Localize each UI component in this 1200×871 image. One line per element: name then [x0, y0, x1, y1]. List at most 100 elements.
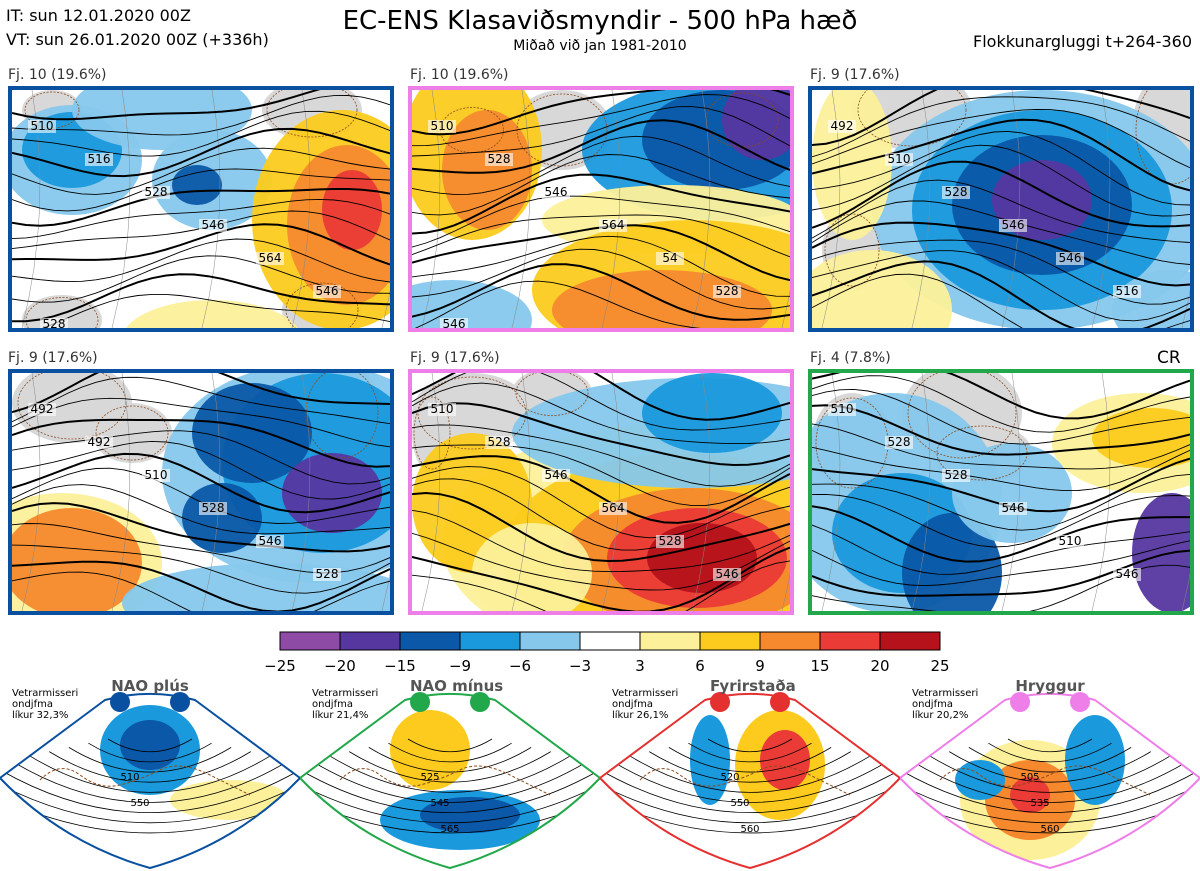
regime-coastline: [939, 765, 1151, 796]
regime-contour: [648, 751, 852, 783]
colorbar-tick-label: −9: [448, 657, 472, 675]
graticule-line: [1181, 573, 1190, 611]
regime-contour: [668, 747, 832, 773]
panel-map-svg: 510 528 546 564 54 528 546: [412, 90, 790, 328]
graticule-line: [1001, 373, 1021, 611]
contour-label: 546: [316, 284, 339, 298]
contour-label: 528: [43, 317, 66, 328]
regime-contour: [309, 759, 591, 803]
height-contour: [412, 248, 790, 310]
height-contour: [812, 273, 1190, 328]
coastline: [266, 90, 358, 138]
contour-label-bg: [256, 535, 284, 548]
contour-label: 546: [545, 185, 568, 199]
height-contour: [12, 147, 390, 195]
colorbar-tick-label: −3: [568, 657, 592, 675]
regime-title: Fyrirstaða: [710, 677, 796, 695]
coastline: [95, 405, 169, 461]
cr-label: CR: [1157, 348, 1181, 368]
regime-contour: [407, 738, 493, 753]
cluster-map-3: 492 510 528 546 546 516: [808, 86, 1194, 332]
colorbar-tick-label: 15: [810, 657, 830, 675]
graticule-line: [781, 290, 790, 328]
contour-label: 546: [545, 468, 568, 482]
colorbar-bin: [459, 631, 521, 651]
panel-label-1: Fj. 10 (19.6%): [8, 67, 107, 83]
graticule-line: [601, 90, 621, 328]
contour-label-bg: [656, 252, 684, 265]
height-contour: [812, 96, 1190, 158]
regime-contour: [0, 763, 300, 813]
colorbar-bin: [399, 631, 461, 651]
contour-label-bg: [485, 153, 513, 166]
contour-label-bg: [999, 502, 1027, 515]
colorbar-bin: [339, 631, 401, 651]
regime-contour: [388, 742, 512, 763]
regime-contour-label: 535: [1030, 798, 1049, 809]
regime-marker: [1010, 692, 1030, 712]
anomaly-shading: [322, 170, 382, 250]
regime-contour: [348, 751, 552, 783]
anomaly-shading: [902, 513, 1002, 611]
height-contour: [412, 90, 790, 136]
colorbar-bin: [519, 631, 581, 651]
height-contour: [41, 293, 390, 328]
regime-contour: [1007, 738, 1093, 753]
anomaly-shading: [812, 250, 952, 328]
graticule-line: [201, 90, 221, 328]
regime-marker: [710, 692, 730, 712]
coastline: [417, 376, 527, 450]
height-contour: [412, 466, 790, 539]
regime-contour-label: 505: [1020, 772, 1039, 783]
coastline: [857, 90, 967, 147]
height-contour: [12, 571, 390, 611]
graticule-line: [421, 90, 441, 328]
height-contour: [412, 173, 790, 235]
contour-label-bg: [485, 436, 513, 449]
cluster-map-5: 510 528 546 564 528 546: [408, 369, 794, 615]
height-contour: [812, 446, 1190, 492]
regime-anomaly: [390, 710, 470, 790]
contour-label-bg: [1113, 285, 1141, 298]
contour-label: 528: [488, 152, 511, 166]
graticule-line: [511, 373, 531, 611]
height-contour: [12, 452, 390, 514]
anomaly-shading: [472, 523, 592, 611]
height-contour: [412, 382, 790, 445]
colorbar-bin: [819, 631, 881, 651]
height-contour: [12, 373, 390, 414]
regime-marker: [1070, 692, 1090, 712]
height-contour: [12, 560, 390, 611]
graticule-line: [911, 90, 931, 328]
height-contour: [12, 110, 390, 157]
colorbar-tick-label: −15: [384, 657, 416, 675]
height-contour: [12, 484, 390, 535]
regime-marker: [110, 692, 130, 712]
height-contour: [12, 95, 390, 136]
regime-contour-label: 560: [1040, 824, 1059, 835]
contour-label: 528: [145, 185, 168, 199]
regime-contour: [948, 751, 1152, 783]
panel-map-svg: 492 510 528 546 546 516: [812, 90, 1190, 328]
contour-label-bg: [1113, 568, 1141, 581]
contour-label: 528: [659, 534, 682, 548]
contour-label-bg: [885, 436, 913, 449]
height-contour: [12, 397, 390, 448]
contour-label-bg: [713, 285, 741, 298]
cluster-map-1: 510 516 528 546 564 546 528: [8, 86, 394, 332]
regime-outline: [600, 693, 900, 870]
contour-label: 546: [202, 218, 225, 232]
contour-label: 54: [662, 251, 677, 265]
contour-label-bg: [999, 219, 1027, 232]
height-contour: [812, 130, 1190, 206]
contour-label-bg: [542, 469, 570, 482]
anomaly-shading: [1132, 493, 1190, 611]
regime-contour: [300, 763, 600, 813]
contour-label: 546: [1002, 501, 1025, 515]
graticule-line: [601, 373, 621, 611]
contour-label-bg: [199, 219, 227, 232]
regime-contour: [68, 747, 232, 773]
contour-label-bg: [1056, 252, 1084, 265]
regime-marker: [170, 692, 190, 712]
contour-label: 546: [1059, 251, 1082, 265]
